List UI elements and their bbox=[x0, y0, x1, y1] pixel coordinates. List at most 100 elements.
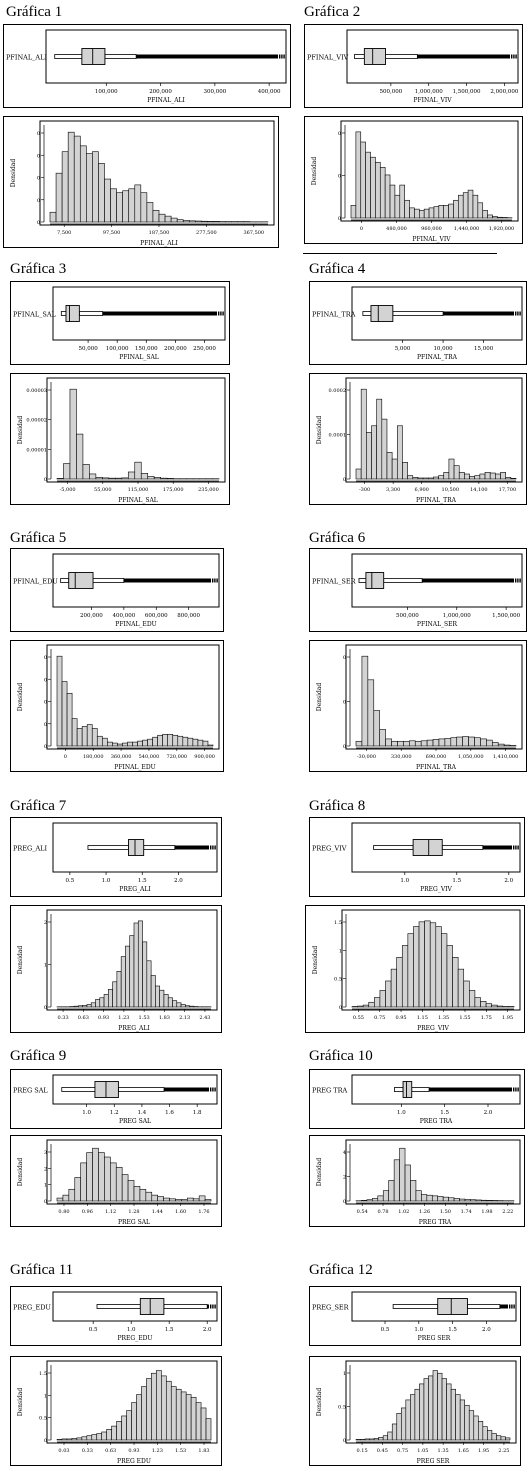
histogram-bar bbox=[140, 473, 149, 480]
hist-x-tick-label: 0.78 bbox=[377, 1209, 388, 1215]
histogram-bar bbox=[82, 464, 90, 480]
histogram-bar bbox=[92, 151, 99, 223]
hist-y-tick-label: 1.5 bbox=[39, 1371, 47, 1377]
outlier-band bbox=[422, 578, 514, 583]
histogram-bar bbox=[412, 477, 419, 480]
histogram-bar bbox=[89, 473, 97, 480]
histogram-bar bbox=[116, 970, 122, 1008]
hist-y-axis-label: Densidad bbox=[17, 946, 24, 975]
histogram-bar bbox=[422, 477, 429, 480]
histogram-bar bbox=[106, 1429, 112, 1441]
hist-x-tick-label: 1.35 bbox=[438, 1448, 449, 1454]
chart-title: Gráfica 8 bbox=[309, 798, 366, 814]
hist-y-tick-label: 0 bbox=[37, 176, 40, 182]
histogram-bar bbox=[79, 145, 87, 223]
histogram-bar bbox=[472, 194, 479, 219]
histogram-bar bbox=[142, 941, 148, 1008]
histogram-bar bbox=[56, 1439, 63, 1441]
histogram-bar bbox=[126, 1410, 132, 1441]
hist-x-tick-label: 115,000 bbox=[128, 487, 149, 493]
histogram-bar bbox=[375, 161, 381, 219]
histogram-bar bbox=[98, 1152, 105, 1202]
histogram-frame bbox=[340, 120, 519, 222]
histogram-bar bbox=[73, 1005, 79, 1008]
histogram-frame bbox=[345, 1139, 521, 1205]
histogram-bar bbox=[373, 710, 381, 747]
chart-title: Gráfica 12 bbox=[309, 1262, 373, 1278]
histogram-bar bbox=[167, 733, 174, 747]
histogram-bar bbox=[175, 1199, 182, 1202]
histogram-bar bbox=[156, 1370, 162, 1441]
histogram-bar bbox=[388, 1180, 395, 1202]
histogram-panel: Densidad 2 1 0 0.33 0.63 0.93 1.23 1.53 1.83 2.13 2… bbox=[10, 905, 222, 1033]
histogram-bar bbox=[450, 1388, 456, 1441]
hist-x-tick-label: -5,000 bbox=[60, 487, 76, 493]
histogram-bar bbox=[402, 462, 408, 480]
histogram-bar bbox=[462, 736, 469, 747]
histogram-bar bbox=[384, 174, 391, 219]
histogram-bar bbox=[81, 1436, 88, 1441]
histogram-bar bbox=[391, 458, 398, 480]
histogram-frame bbox=[345, 377, 523, 483]
hist-y-tick-label: 2 bbox=[44, 920, 47, 926]
histogram-bar bbox=[116, 192, 123, 223]
histogram-bar bbox=[66, 1438, 73, 1441]
histogram-bar bbox=[361, 655, 369, 747]
whisker-low bbox=[60, 311, 67, 316]
outlier-band bbox=[123, 578, 211, 583]
histogram-bar bbox=[492, 216, 498, 219]
boxplot-variable-label: PFINAL_SAL bbox=[13, 311, 57, 319]
histogram-panel: Densidad 0.00003 0.00002 0.00001 0 -5,000 55,0… bbox=[10, 373, 230, 505]
boxplot-svg: PFINAL_EDU 200,000 400,000 600,000 800,000 PF… bbox=[13, 553, 220, 628]
histogram-bar bbox=[457, 968, 465, 1008]
histogram-bar bbox=[489, 472, 496, 480]
boxplot-panel: PFINAL_VIV 500,000 1,000,000 1,500,000 2,000… bbox=[304, 24, 523, 108]
hist-y-axis-label: Densidad bbox=[312, 946, 319, 975]
histogram-bar bbox=[121, 1174, 129, 1202]
hist-y-tick-label: 0 bbox=[44, 655, 47, 661]
histogram-frame bbox=[46, 1139, 218, 1205]
whisker-high bbox=[143, 845, 176, 850]
hist-x-tick-label: 330,000 bbox=[391, 754, 412, 760]
boxplot-frame bbox=[351, 822, 521, 873]
box-x-tick-label: 1.0 bbox=[127, 1327, 136, 1333]
histogram-bar bbox=[469, 476, 476, 480]
hist-y-axis-label: Densidad bbox=[316, 1388, 323, 1417]
hist-y-tick-label: 0 bbox=[44, 677, 47, 683]
histogram-bar bbox=[487, 1430, 493, 1441]
histogram-bar bbox=[473, 1415, 479, 1441]
hist-x-tick-label: 1.55 bbox=[459, 1015, 470, 1021]
histogram-bar bbox=[125, 945, 131, 1008]
outlier-point bbox=[513, 1087, 515, 1092]
histogram-bar bbox=[357, 1005, 364, 1008]
histogram-bar bbox=[464, 1199, 471, 1202]
histogram-bar bbox=[485, 1003, 492, 1008]
box-x-tick-label: 500,000 bbox=[396, 613, 419, 619]
hist-x-tick-label: 1.02 bbox=[398, 1209, 409, 1215]
outlier-point bbox=[216, 578, 218, 583]
histogram-panel: Densidad 0 0 0 0 0 0 180,000 360,000 540,000 720,0… bbox=[10, 640, 224, 772]
hist-x-tick-label: 1.83 bbox=[198, 1448, 209, 1454]
histogram-bar bbox=[474, 997, 481, 1008]
box-x-tick-label: 2.0 bbox=[504, 878, 513, 884]
hist-x-tick-label: 10,500 bbox=[442, 487, 460, 493]
histogram-bar bbox=[468, 1410, 475, 1441]
hist-x-tick-label: 0.93 bbox=[98, 1015, 109, 1021]
box-iqr bbox=[81, 48, 106, 65]
histogram-bar bbox=[500, 1436, 506, 1441]
histogram-bar bbox=[386, 452, 393, 480]
hist-y-tick-label: 0.00002 bbox=[26, 418, 47, 424]
histogram-bar bbox=[364, 1438, 370, 1441]
hist-y-tick-label: 4 bbox=[343, 1150, 346, 1156]
hist-x-tick-label: 367,500 bbox=[243, 230, 264, 236]
box-x-tick-label: 2.0 bbox=[484, 1110, 493, 1116]
histogram-bar bbox=[404, 1164, 411, 1202]
hist-x-tick-label: 1.28 bbox=[128, 1209, 139, 1215]
histogram-bar bbox=[86, 1435, 93, 1441]
outlier-point bbox=[513, 845, 515, 850]
histogram-bar bbox=[409, 207, 415, 219]
hist-x-tick-label: 180,000 bbox=[83, 754, 104, 760]
box-x-tick-label: 1.8 bbox=[193, 1110, 202, 1116]
box-iqr bbox=[94, 1081, 119, 1098]
hist-y-tick-label: 0.00003 bbox=[26, 388, 47, 394]
